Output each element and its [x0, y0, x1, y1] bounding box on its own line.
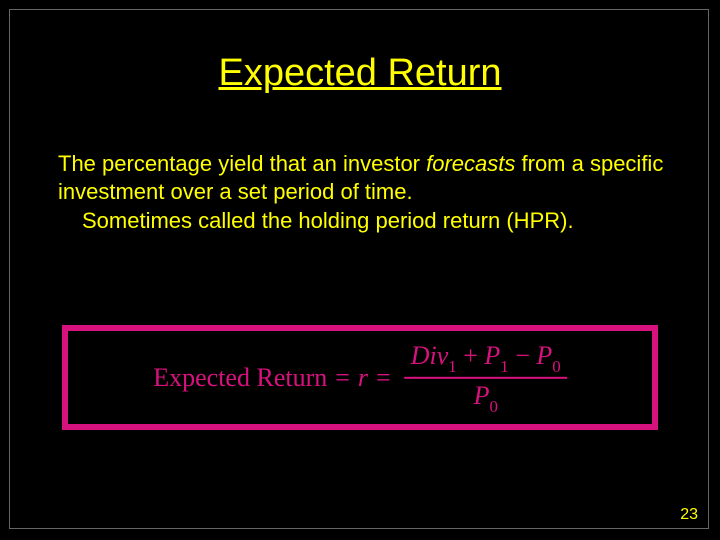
den-p: P	[474, 381, 490, 410]
num-p0-sub: 0	[552, 357, 560, 376]
slide-title: Expected Return	[0, 52, 720, 95]
den-p-sub: 0	[489, 397, 497, 416]
body-paragraph-1: The percentage yield that an investor fo…	[58, 150, 668, 205]
num-p1-sub: 1	[500, 357, 508, 376]
formula-var-r: r	[358, 363, 368, 393]
formula-numerator: Div1 + P1 − P0	[405, 340, 567, 376]
body-paragraph-2: Sometimes called the holding period retu…	[82, 207, 668, 235]
num-plus: +	[463, 340, 478, 369]
num-p0: P	[536, 340, 552, 369]
num-div: Div	[411, 340, 449, 369]
formula-fraction: Div1 + P1 − P0 P0	[405, 340, 567, 414]
formula: Expected Return = r = Div1 + P1 − P0 P0	[153, 340, 567, 414]
slide-body: The percentage yield that an investor fo…	[58, 150, 668, 235]
num-minus: −	[515, 340, 530, 369]
body-line1-pre: The percentage yield that an investor	[58, 151, 426, 176]
num-div-sub: 1	[448, 357, 456, 376]
formula-denominator: P0	[405, 377, 567, 415]
num-p1: P	[484, 340, 500, 369]
formula-box: Expected Return = r = Div1 + P1 − P0 P0	[62, 325, 658, 430]
formula-eq-2: =	[376, 363, 391, 393]
slide: Expected Return The percentage yield tha…	[0, 0, 720, 540]
page-number: 23	[680, 506, 698, 524]
formula-eq-1: =	[335, 363, 350, 393]
formula-lhs: Expected Return	[153, 363, 327, 393]
body-line1-italic: forecasts	[426, 151, 515, 176]
formula-box-inner: Expected Return = r = Div1 + P1 − P0 P0	[66, 329, 654, 426]
